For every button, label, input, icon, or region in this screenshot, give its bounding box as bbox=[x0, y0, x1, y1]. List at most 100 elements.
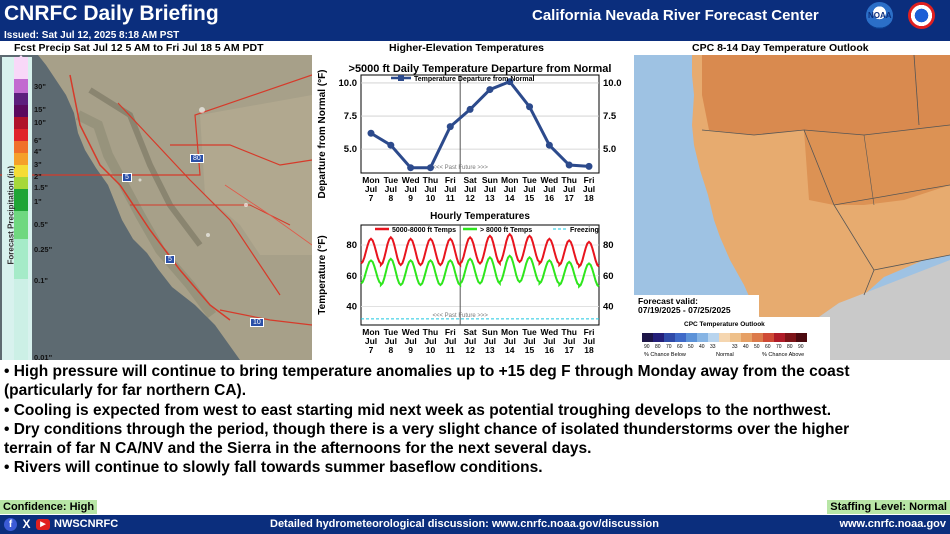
cpc-legend-above: % Chance Above bbox=[762, 352, 805, 358]
chart2-xtick: Mon bbox=[501, 327, 518, 337]
chart2-ytick-right: 60 bbox=[603, 271, 614, 282]
bullet-line: (particularly for far northern CA). bbox=[4, 382, 246, 399]
chart2-ytick-left: 60 bbox=[346, 271, 357, 282]
chart2-series-line bbox=[360, 232, 600, 269]
chart1-point bbox=[585, 162, 593, 170]
highway-shield-80: 80 bbox=[190, 154, 204, 163]
chart2-ylabel: Temperature (°F) bbox=[317, 235, 328, 314]
x-icon[interactable]: X bbox=[22, 517, 31, 531]
chart1-xtick: Jul bbox=[504, 184, 516, 194]
temps-panel: >5000 ft Daily Temperature Departure fro… bbox=[313, 55, 633, 360]
cpc-valid-label: Forecast valid: bbox=[638, 296, 698, 306]
legend-num: 50 bbox=[688, 344, 694, 350]
facebook-icon[interactable]: f bbox=[4, 518, 17, 531]
chart1-ytick-right: 7.5 bbox=[603, 111, 617, 122]
chart1-past-future: <<< Past Future >>> bbox=[432, 165, 488, 171]
cpc-legend-normal: Normal bbox=[716, 352, 734, 358]
confidence-badge: Confidence: High bbox=[0, 500, 98, 514]
chart2-xtick: Jul bbox=[563, 336, 575, 346]
chart1-ylabel: Departure from Normal (°F) bbox=[317, 69, 328, 198]
chart1-xtick: 9 bbox=[408, 193, 413, 203]
chart1-xtick: 13 bbox=[485, 193, 495, 203]
chart2-xtick: Thu bbox=[423, 327, 439, 337]
chart2-xtick: Sun bbox=[482, 327, 498, 337]
chart2-xtick: Jul bbox=[484, 336, 496, 346]
chart1-xtick: Jul bbox=[444, 184, 456, 194]
youtube-icon[interactable]: ▶ bbox=[36, 519, 50, 530]
chart2-ytick-left: 80 bbox=[346, 240, 357, 251]
chart1-xtick: 10 bbox=[426, 193, 436, 203]
chart2-xtick: Thu bbox=[561, 327, 577, 337]
discussion-link[interactable]: Detailed hydrometeorological discussion:… bbox=[270, 518, 659, 530]
chart1-xtick: 15 bbox=[525, 193, 535, 203]
precip-tick: 3" bbox=[34, 160, 42, 169]
chart1-point bbox=[367, 129, 375, 137]
precip-panel-title: Fcst Precip Sat Jul 12 5 AM to Fri Jul 1… bbox=[14, 42, 264, 54]
legend-num: 50 bbox=[754, 344, 760, 350]
chart1-xtick: Jul bbox=[543, 184, 555, 194]
chart2-ytick-right: 80 bbox=[603, 240, 614, 251]
precip-tick: 0.1" bbox=[34, 276, 48, 285]
chart1-legend-marker bbox=[398, 75, 404, 81]
header-bar: CNRFC Daily Briefing California Nevada R… bbox=[0, 0, 950, 30]
social-handle[interactable]: NWSCNRFC bbox=[54, 518, 119, 530]
chart1-ytick-right: 5.0 bbox=[603, 144, 616, 155]
highway-shield-5: 5 bbox=[165, 255, 175, 264]
chart1-xtick: Jul bbox=[365, 184, 377, 194]
chart2-frame bbox=[360, 224, 600, 326]
bullet-line: • High pressure will continue to bring t… bbox=[4, 363, 850, 380]
chart1-xtick: Fri bbox=[584, 175, 595, 185]
chart1-xtick: 14 bbox=[505, 193, 515, 203]
chart1-xtick: 16 bbox=[545, 193, 555, 203]
website-link[interactable]: www.cnrfc.noaa.gov bbox=[839, 518, 946, 530]
precip-tick: 1.5" bbox=[34, 183, 48, 192]
chart2-xtick: Jul bbox=[464, 336, 476, 346]
chart1-xtick: Jul bbox=[424, 184, 436, 194]
legend-num: 80 bbox=[655, 344, 661, 350]
chart1-xtick: Fri bbox=[445, 175, 456, 185]
slide-title: CNRFC Daily Briefing bbox=[4, 2, 219, 25]
chart1-point bbox=[506, 78, 514, 86]
legend-num: 33 bbox=[732, 344, 738, 350]
chart2-xtick: Jul bbox=[365, 336, 377, 346]
legend-num: 90 bbox=[798, 344, 804, 350]
legend-num: 60 bbox=[765, 344, 771, 350]
chart2-xtick: Jul bbox=[404, 336, 416, 346]
chart1-xtick: Jul bbox=[484, 184, 496, 194]
chart1-xtick: Jul bbox=[563, 184, 575, 194]
chart1-xtick: Jul bbox=[404, 184, 416, 194]
precip-tick: 10" bbox=[34, 118, 46, 127]
chart2-xtick: Jul bbox=[424, 336, 436, 346]
chart2-xtick: 7 bbox=[369, 345, 374, 355]
chart2-xtick: Jul bbox=[385, 336, 397, 346]
legend-num: 60 bbox=[677, 344, 683, 350]
chart2-legend-freezing-label: Freezing bbox=[570, 227, 599, 234]
center-name: California Nevada River Forecast Center bbox=[532, 7, 819, 24]
nws-logo-icon bbox=[908, 2, 935, 29]
noaa-logo-icon: NOAA bbox=[866, 2, 893, 29]
precip-scale-label: Forecast Precipitation (in) bbox=[6, 165, 16, 265]
precip-tick: 15" bbox=[34, 105, 46, 114]
chart1-xtick: Jul bbox=[464, 184, 476, 194]
chart2-past-future: <<< Past Future >>> bbox=[432, 313, 488, 319]
chart1-xtick: 8 bbox=[388, 193, 393, 203]
chart1-xtick: 7 bbox=[369, 193, 374, 203]
chart2-ytick-right: 40 bbox=[603, 302, 614, 313]
chart2-xtick: Mon bbox=[362, 327, 379, 337]
chart2-xtick: 14 bbox=[505, 345, 515, 355]
precip-tick: 0.5" bbox=[34, 220, 48, 229]
chart1-xtick: Jul bbox=[583, 184, 595, 194]
chart1-point bbox=[466, 105, 474, 113]
legend-num: 80 bbox=[787, 344, 793, 350]
precip-tick: 0.25" bbox=[34, 245, 53, 254]
cpc-legend-swatches bbox=[642, 333, 807, 342]
bullet-line: • Cooling is expected from west to east … bbox=[4, 402, 832, 419]
chart1-xtick: Jul bbox=[385, 184, 397, 194]
chart1-ytick-left: 10.0 bbox=[339, 78, 358, 89]
precip-scale-ticks: 30" 15" 10" 6" 4" 3" 2" 1.5" 1" 0.5" 0.2… bbox=[34, 55, 54, 362]
temperature-charts: >5000 ft Daily Temperature Departure fro… bbox=[317, 63, 622, 355]
bullet-line: • Dry conditions through the period, tho… bbox=[4, 421, 850, 438]
chart2-legend-red-label: 5000-8000 ft Temps bbox=[392, 227, 456, 234]
precip-tick: 6" bbox=[34, 136, 42, 145]
